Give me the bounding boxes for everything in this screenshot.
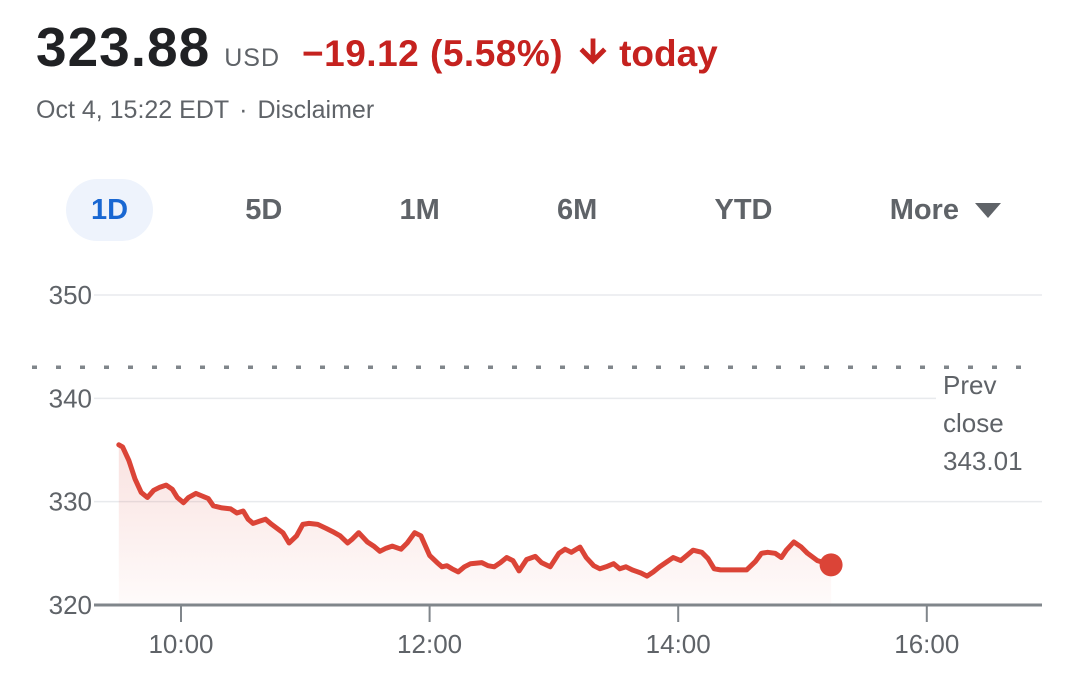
dropdown-caret-icon — [974, 202, 1001, 218]
range-tabs: 1D 5D 1M 6M YTD More — [66, 179, 1026, 241]
price-area-group — [116, 442, 843, 604]
more-menu-label: More — [889, 193, 959, 226]
tab-1m[interactable]: 1M — [375, 179, 465, 241]
prev-close-label: close — [943, 408, 1004, 438]
x-axis-label: 10:00 — [148, 629, 213, 659]
y-axis-label: 330 — [49, 487, 92, 517]
prev-close-label-group: Prev close 343.01 — [936, 370, 1042, 481]
tab-ytd[interactable]: YTD — [690, 179, 798, 241]
tab-1m-label: 1M — [399, 193, 440, 226]
tab-6m-label: 6M — [557, 193, 598, 226]
y-axis-label: 320 — [49, 590, 92, 620]
tab-5d-label: 5D — [245, 193, 283, 226]
disclaimer-link[interactable]: Disclaimer — [257, 96, 375, 124]
axis-group — [94, 603, 1042, 622]
price-change: −19.12 (5.58%) — [302, 33, 564, 74]
prev-close-label-bg — [936, 371, 1042, 481]
chart-gridlines — [94, 294, 1042, 503]
arrow-down-icon — [575, 33, 611, 76]
prev-close-label: Prev — [943, 370, 996, 400]
quote-timestamp: Oct 4, 15:22 EDT — [36, 96, 230, 124]
price-area — [118, 444, 832, 604]
separator-dot: · — [239, 96, 248, 124]
y-axis-label: 350 — [49, 280, 92, 310]
price-line — [116, 442, 834, 579]
quote-meta-row: Oct 4, 15:22 EDT · Disclaimer — [36, 96, 374, 125]
current-price: 323.88 — [36, 16, 211, 78]
axis-labels-group: 350 340 330 320 10:00 12:00 14:00 16:00 — [49, 280, 960, 659]
price-row: 323.88 USD −19.12 (5.58%) today — [36, 20, 718, 75]
tab-5d[interactable]: 5D — [220, 179, 307, 241]
price-chart[interactable]: 350 340 330 320 10:00 12:00 14:00 16:00 Prev clo… — [0, 260, 1080, 695]
tab-6m[interactable]: 6M — [532, 179, 622, 241]
more-menu-button[interactable]: More — [865, 179, 1026, 241]
x-axis-label: 12:00 — [397, 629, 462, 659]
x-axis-label: 14:00 — [646, 629, 711, 659]
x-axis-label: 16:00 — [894, 629, 959, 659]
tab-ytd-label: YTD — [714, 193, 773, 226]
y-axis-label: 340 — [49, 383, 92, 413]
tab-1d[interactable]: 1D — [66, 179, 154, 241]
change-period-label: today — [619, 33, 718, 74]
currency-label: USD — [224, 44, 281, 72]
prev-close-label: 343.01 — [943, 446, 1023, 476]
tab-1d-label: 1D — [91, 193, 129, 226]
current-point-marker — [819, 553, 843, 577]
